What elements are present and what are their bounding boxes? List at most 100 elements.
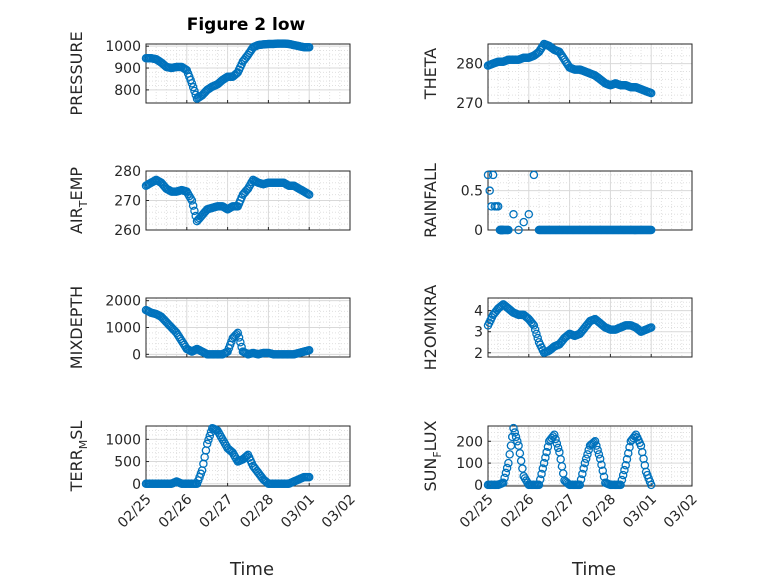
y-tick-label: 2 [474, 346, 483, 362]
data-point [234, 333, 244, 342]
data-point [576, 475, 586, 484]
data-point [594, 450, 604, 459]
data-point [236, 337, 245, 347]
data-point [204, 435, 213, 445]
subplot-h2omixra: 2 3 4 H2OMIXRA [421, 285, 693, 371]
data-point [646, 225, 656, 235]
data-point [551, 434, 560, 444]
data-point [536, 475, 545, 484]
y-tick-label: 200 [456, 434, 483, 450]
data-point [548, 432, 558, 441]
subplot-pressure: 800 900 1000 PRESSURE [67, 31, 351, 116]
data-point [496, 302, 505, 311]
data-point [188, 82, 198, 92]
y-tick-label: 280 [456, 57, 483, 73]
data-point [542, 447, 551, 457]
data-point [581, 454, 591, 463]
data-point [539, 458, 549, 468]
data-point [304, 472, 314, 482]
y-tick-label: 500 [114, 455, 141, 471]
subplot-terr_msl: 0 500 1000 02/25 02/26 02/27 02/28 03/01 03/02 TE… [67, 421, 359, 532]
data-point [646, 88, 656, 98]
y-tick-label: 0 [132, 347, 141, 363]
data-point [622, 455, 632, 464]
data-point [233, 328, 243, 338]
data-point [616, 480, 625, 490]
data-point [510, 428, 520, 437]
data-point [534, 480, 544, 490]
y-axis-label: TERRMSL [67, 421, 90, 493]
x-tick-label: 02/28 [237, 491, 277, 531]
x-tick-label: 02/25 [457, 491, 497, 531]
data-point [618, 470, 628, 480]
data-point [592, 441, 601, 450]
subplot-rainfall: 0 0.5 RAINFALL [421, 163, 693, 239]
y-tick-label: 0 [474, 478, 483, 494]
x-tick-label: 02/28 [579, 491, 619, 531]
x-axis-label-left: Time [229, 559, 274, 580]
data-point [502, 463, 512, 473]
data-point [625, 443, 634, 452]
y-tick-label: 270 [114, 194, 141, 210]
data-point [580, 458, 590, 468]
data-point [646, 480, 656, 490]
axes-frame [145, 43, 351, 104]
y-tick-label: 1000 [105, 39, 141, 55]
data-point [530, 325, 540, 334]
data-point [513, 437, 522, 446]
data-point [583, 450, 592, 459]
data-point [504, 458, 513, 468]
data-point [617, 475, 627, 485]
axes-background [488, 171, 692, 230]
x-axis-label-right: Time [571, 559, 616, 580]
figure-title: Figure 2 low [187, 15, 306, 35]
data-point [593, 445, 602, 455]
y-axis-label: MIXDEPTH [67, 286, 86, 369]
data-point [187, 196, 197, 205]
data-point [509, 210, 518, 219]
data-point [202, 439, 212, 449]
data-point [485, 186, 494, 195]
data-point [543, 442, 553, 451]
axes-frame [487, 425, 693, 487]
data-point [493, 202, 503, 211]
data-point [237, 342, 246, 352]
data-point [541, 453, 550, 462]
data-point [550, 430, 559, 439]
data-point [646, 323, 656, 332]
y-tick-label: 270 [456, 96, 483, 112]
data-point [187, 79, 197, 88]
y-tick-label: 0.5 [461, 184, 483, 200]
data-point [575, 480, 585, 490]
x-tick-label: 02/26 [156, 491, 196, 531]
x-tick-label: 02/26 [498, 491, 538, 531]
data-point [501, 468, 511, 478]
y-tick-label: 1000 [105, 321, 141, 337]
data-point [597, 460, 606, 469]
data-point [552, 439, 562, 448]
y-tick-label: 4 [474, 304, 483, 320]
data-point [529, 321, 539, 330]
data-point [190, 206, 199, 216]
data-point [620, 465, 629, 475]
y-tick-label: 3 [474, 325, 483, 341]
subplot-mixdepth: 0 1000 2000 MIXDEPTH [67, 286, 351, 369]
y-axis-label: H2OMIXRA [421, 285, 440, 371]
data-point [621, 461, 630, 470]
data-point [304, 43, 314, 52]
data-point [598, 466, 608, 475]
y-axis-label: THETA [421, 48, 440, 100]
data-point [190, 86, 199, 96]
data-point [524, 210, 534, 219]
data-point [538, 464, 548, 473]
y-tick-label: 2000 [105, 294, 141, 310]
data-point [578, 469, 587, 479]
subplot-air_temp: 260 270 280 AIRTEMP [67, 164, 351, 239]
data-point [505, 450, 514, 459]
x-tick-label: 02/27 [197, 491, 237, 531]
y-axis-label: AIRTEMP [67, 167, 90, 234]
data-point [509, 423, 518, 433]
data-point [537, 469, 546, 479]
data-point [488, 170, 498, 180]
